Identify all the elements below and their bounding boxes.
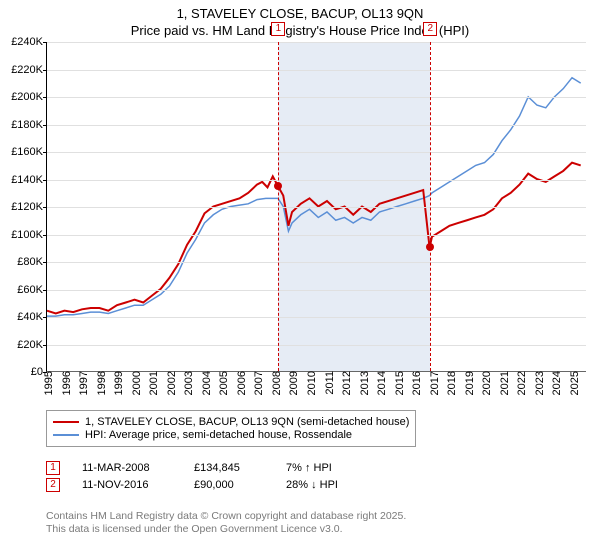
y-axis-label: £100K [11,229,47,241]
event-dot [274,182,282,190]
price-chart: 1, STAVELEY CLOSE, BACUP, OL13 9QN Price… [0,0,600,560]
footer-line-2: This data is licensed under the Open Gov… [46,523,406,536]
y-axis-label: £180K [11,119,47,131]
x-axis-label: 2012 [337,371,353,395]
title-line-2: Price paid vs. HM Land Registry's House … [0,23,600,40]
x-axis-label: 2002 [162,371,178,395]
event-data-rows: 111-MAR-2008£134,8457% ↑ HPI 211-NOV-2016… [46,458,376,495]
x-axis-label: 1996 [57,371,73,395]
x-axis-label: 2010 [302,371,318,395]
x-axis-label: 2020 [477,371,493,395]
x-axis-label: 1995 [39,371,55,395]
legend-item: HPI: Average price, semi-detached house,… [53,429,409,441]
plot-area: £0£20K£40K£60K£80K£100K£120K£140K£160K£1… [46,42,586,372]
x-axis-label: 2015 [390,371,406,395]
x-axis-label: 2023 [530,371,546,395]
chart-legend: 1, STAVELEY CLOSE, BACUP, OL13 9QN (semi… [46,410,416,447]
x-axis-label: 2011 [320,371,336,395]
series-line [47,78,581,316]
event-row: 111-MAR-2008£134,8457% ↑ HPI [46,461,376,475]
chart-footer: Contains HM Land Registry data © Crown c… [46,510,406,536]
x-axis-label: 1997 [74,371,90,395]
series-line [47,163,581,314]
x-axis-label: 2022 [512,371,528,395]
x-axis-label: 2024 [547,371,563,395]
x-axis-label: 1998 [92,371,108,395]
x-axis-label: 2016 [407,371,423,395]
x-axis-label: 2009 [284,371,300,395]
x-axis-label: 2001 [144,371,160,395]
y-axis-label: £120K [11,201,47,213]
x-axis-label: 2008 [267,371,283,395]
chart-title-block: 1, STAVELEY CLOSE, BACUP, OL13 9QN Price… [0,0,600,42]
x-axis-label: 2000 [127,371,143,395]
x-axis-label: 2003 [179,371,195,395]
x-axis-label: 2025 [565,371,581,395]
x-axis-label: 2018 [442,371,458,395]
event-marker: 2 [423,22,437,36]
y-axis-label: £200K [11,91,47,103]
x-axis-label: 2013 [355,371,371,395]
x-axis-label: 2021 [495,371,511,395]
x-axis-label: 1999 [109,371,125,395]
y-axis-label: £240K [11,36,47,48]
y-axis-label: £220K [11,64,47,76]
x-axis-label: 2017 [425,371,441,395]
x-axis-label: 2006 [232,371,248,395]
x-axis-label: 2004 [197,371,213,395]
x-axis-label: 2005 [214,371,230,395]
y-axis-label: £140K [11,174,47,186]
event-row: 211-NOV-2016£90,00028% ↓ HPI [46,478,376,492]
x-axis-label: 2019 [460,371,476,395]
legend-item: 1, STAVELEY CLOSE, BACUP, OL13 9QN (semi… [53,416,409,428]
title-line-1: 1, STAVELEY CLOSE, BACUP, OL13 9QN [0,6,600,23]
x-axis-label: 2007 [249,371,265,395]
footer-line-1: Contains HM Land Registry data © Crown c… [46,510,406,523]
y-axis-label: £160K [11,146,47,158]
event-dot [426,243,434,251]
event-marker: 1 [271,22,285,36]
x-axis-label: 2014 [372,371,388,395]
